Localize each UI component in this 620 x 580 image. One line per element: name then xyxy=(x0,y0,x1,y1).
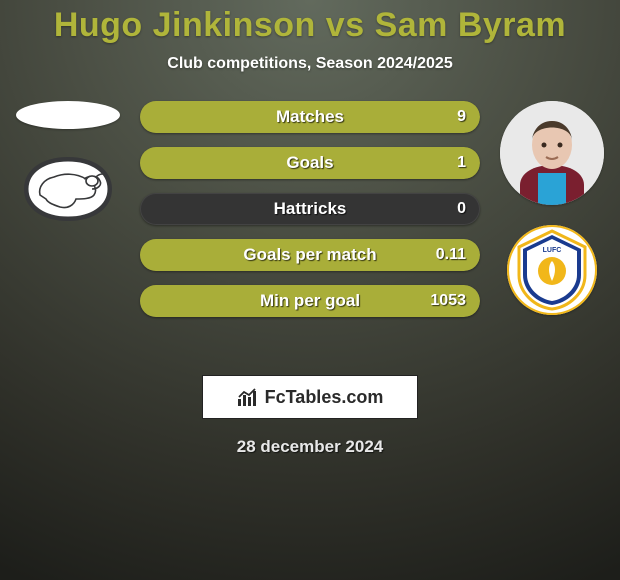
player2-avatar xyxy=(500,101,604,205)
stat-bars: Matches9 Goals1 Hattricks0 Goals per match0… xyxy=(140,101,480,317)
subtitle: Club competitions, Season 2024/2025 xyxy=(0,55,620,73)
stat-bar: Matches9 xyxy=(140,101,480,133)
stat-bar-fill-right xyxy=(140,147,480,179)
player1-club-badge xyxy=(18,149,118,227)
comparison-title: Hugo Jinkinson vs Sam Byram xyxy=(0,6,620,45)
vs-text: vs xyxy=(326,6,365,44)
watermark: FcTables.com xyxy=(202,375,418,419)
player2-name: Sam Byram xyxy=(375,6,567,44)
svg-text:LUFC: LUFC xyxy=(543,247,562,254)
snapshot-date: 28 december 2024 xyxy=(0,437,620,457)
player2-club-badge: LUFC xyxy=(507,225,597,315)
player1-name: Hugo Jinkinson xyxy=(54,6,316,44)
stat-bar-label: Hattricks xyxy=(140,193,480,225)
watermark-chart-icon xyxy=(237,387,259,407)
stat-bar: Hattricks0 xyxy=(140,193,480,225)
stat-bar: Goals1 xyxy=(140,147,480,179)
stat-bar-value-right: 1 xyxy=(443,147,480,179)
stat-bar-value-right: 0 xyxy=(443,193,480,225)
stat-bar-fill-right xyxy=(140,101,480,133)
stat-bar: Goals per match0.11 xyxy=(140,239,480,271)
stat-bar: Min per goal1053 xyxy=(140,285,480,317)
stat-bar-value-right: 1053 xyxy=(416,285,480,317)
player1-avatar-placeholder xyxy=(16,101,120,129)
stat-bar-value-right: 9 xyxy=(443,101,480,133)
watermark-text: FcTables.com xyxy=(265,387,384,408)
stat-bar-value-right: 0.11 xyxy=(422,239,480,271)
